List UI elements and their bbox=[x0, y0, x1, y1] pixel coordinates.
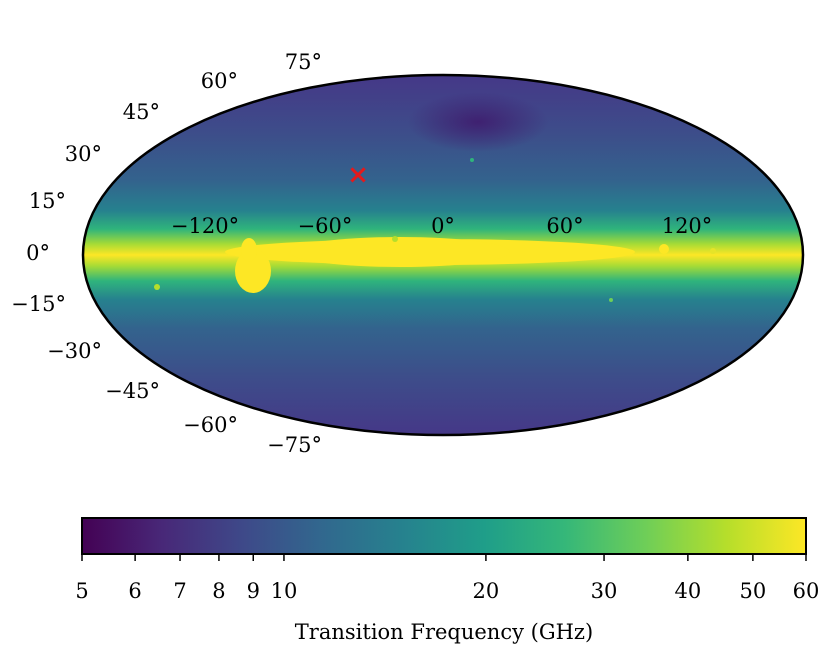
colorbar-tick-label: 50 bbox=[740, 579, 767, 603]
bright-blob-large bbox=[235, 249, 271, 293]
latitude-labels: 75° 60° 45° 30° 15° 0° −15° −30° −45° −6… bbox=[11, 50, 322, 457]
colorbar-tick-label: 7 bbox=[173, 579, 186, 603]
bright-blob-top bbox=[241, 238, 257, 262]
lon-label-minus120: −120° bbox=[171, 214, 239, 238]
colorbar-gradient bbox=[82, 518, 806, 554]
colorbar-tick-label: 6 bbox=[128, 579, 141, 603]
colorbar-tick-label: 40 bbox=[674, 579, 701, 603]
colorbar-tick-label: 60 bbox=[793, 579, 820, 603]
longitude-labels: −120° −60° 0° 60° 120° bbox=[171, 214, 712, 238]
point-source bbox=[609, 298, 613, 302]
lon-label-0: 0° bbox=[431, 214, 455, 238]
point-source bbox=[154, 284, 160, 290]
lat-label-30: 30° bbox=[65, 142, 102, 166]
north-dark-region bbox=[408, 92, 548, 152]
point-source bbox=[470, 158, 474, 162]
lat-label-45: 45° bbox=[123, 100, 160, 124]
lat-label-minus45: −45° bbox=[105, 379, 160, 403]
colorbar-tick-label: 30 bbox=[591, 579, 618, 603]
lat-label-minus60: −60° bbox=[183, 413, 238, 437]
colorbar-tick-label: 8 bbox=[212, 579, 225, 603]
colorbar-tick-label: 20 bbox=[473, 579, 500, 603]
colorbar-label: Transition Frequency (GHz) bbox=[295, 620, 593, 644]
colorbar-tick-label: 5 bbox=[75, 579, 88, 603]
lon-label-60: 60° bbox=[546, 214, 583, 238]
point-source bbox=[659, 244, 669, 254]
lat-label-60: 60° bbox=[201, 69, 238, 93]
colorbar-tick-label: 10 bbox=[271, 579, 298, 603]
galactic-plane-center bbox=[290, 237, 510, 267]
target-marker: × bbox=[347, 160, 369, 190]
lat-label-75: 75° bbox=[285, 50, 322, 74]
colorbar-ticks: 5 6 7 8 9 10 20 30 40 50 60 bbox=[75, 554, 819, 603]
colorbar-border bbox=[81, 517, 807, 555]
lat-label-0: 0° bbox=[26, 241, 50, 265]
lat-label-minus30: −30° bbox=[47, 339, 102, 363]
sky-map bbox=[83, 75, 803, 435]
colorbar-tick-label: 9 bbox=[247, 579, 260, 603]
map-border bbox=[81, 73, 805, 437]
point-source bbox=[392, 236, 398, 242]
lon-label-120: 120° bbox=[662, 214, 713, 238]
lon-label-minus60: −60° bbox=[298, 214, 353, 238]
lat-label-minus75: −75° bbox=[267, 433, 322, 457]
colorbar: 5 6 7 8 9 10 20 30 40 50 60 Transition Frequency (… bbox=[75, 517, 819, 644]
lat-label-15: 15° bbox=[29, 189, 66, 213]
point-source bbox=[710, 248, 716, 254]
lat-label-minus15: −15° bbox=[11, 292, 66, 316]
